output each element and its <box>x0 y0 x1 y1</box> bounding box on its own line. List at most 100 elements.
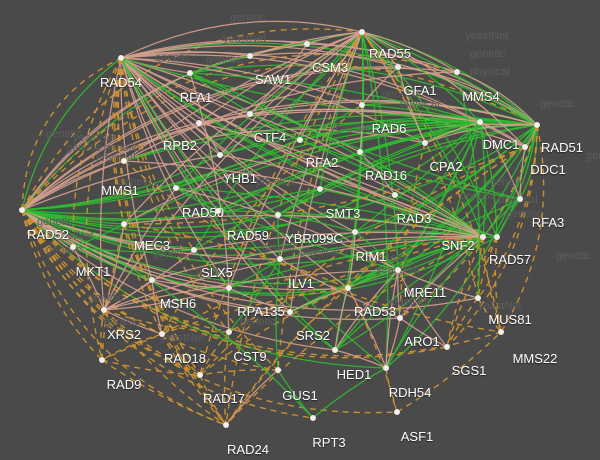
network-node[interactable] <box>392 192 398 198</box>
edge-orange <box>21 209 201 376</box>
network-node[interactable] <box>498 329 504 335</box>
node-label: ILV1 <box>288 276 314 291</box>
network-node[interactable] <box>522 144 528 150</box>
edge-orange <box>494 236 502 333</box>
network-node[interactable] <box>345 285 351 291</box>
edge-salmon <box>249 43 308 57</box>
edge-green <box>21 209 314 419</box>
node-label: MMS22 <box>512 351 558 366</box>
network-node[interactable] <box>101 307 107 313</box>
edge-salmon <box>120 51 481 123</box>
network-node[interactable] <box>394 409 400 415</box>
network-node[interactable] <box>480 234 486 240</box>
network-node[interactable] <box>275 212 281 218</box>
network-node[interactable] <box>477 119 483 125</box>
network-node[interactable] <box>297 137 303 143</box>
network-node[interactable] <box>395 64 401 70</box>
network-node[interactable] <box>287 309 293 315</box>
network-node[interactable] <box>197 372 203 378</box>
network-node[interactable] <box>118 55 124 61</box>
edge-salmon <box>100 57 122 311</box>
network-node[interactable] <box>454 69 460 75</box>
network-node[interactable] <box>422 140 428 146</box>
network-node[interactable] <box>223 422 229 428</box>
network-node[interactable] <box>226 285 232 291</box>
network-node[interactable] <box>226 329 232 335</box>
network-node[interactable] <box>159 331 165 337</box>
network-node[interactable] <box>70 244 76 250</box>
edge-green <box>397 121 481 271</box>
network-node[interactable] <box>383 365 389 371</box>
edge-salmon <box>385 269 399 369</box>
edge-green <box>217 188 321 212</box>
edge-green <box>228 258 281 333</box>
edge-green <box>359 151 484 238</box>
network-node[interactable] <box>99 357 105 363</box>
network-node[interactable] <box>215 208 221 214</box>
network-node[interactable] <box>217 152 223 158</box>
network-node[interactable] <box>517 196 523 202</box>
network-node[interactable] <box>196 120 202 126</box>
edge-green <box>193 210 219 251</box>
edge-orange <box>225 287 349 426</box>
network-node[interactable] <box>121 221 127 227</box>
edge-salmon <box>120 57 363 106</box>
edge-orange <box>482 236 502 333</box>
node-label: MMS1 <box>101 183 139 198</box>
edge-orange <box>161 236 484 335</box>
edge-green <box>189 64 538 126</box>
network-node[interactable] <box>332 347 338 353</box>
edge-orange <box>101 223 125 361</box>
edge-green <box>456 71 481 299</box>
network-node[interactable] <box>534 122 540 128</box>
network-node[interactable] <box>173 185 179 191</box>
network-node[interactable] <box>444 344 450 350</box>
edge-salmon <box>397 269 479 299</box>
edge-orange <box>101 359 201 376</box>
network-node[interactable] <box>121 158 127 164</box>
edge-orange <box>199 369 279 376</box>
edge-salmon <box>424 121 481 144</box>
network-node[interactable] <box>395 267 401 273</box>
edge-salmon <box>399 236 484 319</box>
edge-salmon <box>123 71 458 162</box>
edge-green <box>175 187 399 271</box>
network-node[interactable] <box>247 111 253 117</box>
network-node[interactable] <box>149 277 155 283</box>
network-node[interactable] <box>191 247 197 253</box>
edge-salmon <box>219 31 363 156</box>
edge-orange <box>21 209 314 419</box>
edge-salmon <box>103 309 163 335</box>
network-node[interactable] <box>494 234 500 240</box>
network-node[interactable] <box>359 102 365 108</box>
edge-salmon <box>21 43 308 211</box>
network-node[interactable] <box>19 207 25 213</box>
network-node[interactable] <box>352 229 358 235</box>
network-node[interactable] <box>317 186 323 192</box>
edge-salmon <box>120 57 356 233</box>
node-label: RPB2 <box>163 138 197 153</box>
network-node[interactable] <box>310 415 316 421</box>
edge-salmon <box>120 40 458 73</box>
edge-green <box>21 57 122 211</box>
network-node[interactable] <box>304 41 310 47</box>
network-node[interactable] <box>357 149 363 155</box>
network-node[interactable] <box>359 29 365 35</box>
edge-salmon <box>359 104 363 153</box>
network-node[interactable] <box>475 295 481 301</box>
network-node[interactable] <box>277 256 283 262</box>
edge-green <box>299 139 484 238</box>
network-node[interactable] <box>275 367 281 373</box>
network-node[interactable] <box>247 53 253 59</box>
edge-green <box>361 31 481 123</box>
edge-salmon <box>120 57 321 190</box>
edge-green <box>123 119 481 162</box>
network-node[interactable] <box>187 70 193 76</box>
edge-salmon <box>479 121 521 200</box>
edge-orange <box>446 124 538 348</box>
network-node[interactable] <box>397 315 403 321</box>
edge-orange <box>225 236 484 426</box>
edge-orange <box>361 31 479 299</box>
edge-orange <box>446 236 484 348</box>
